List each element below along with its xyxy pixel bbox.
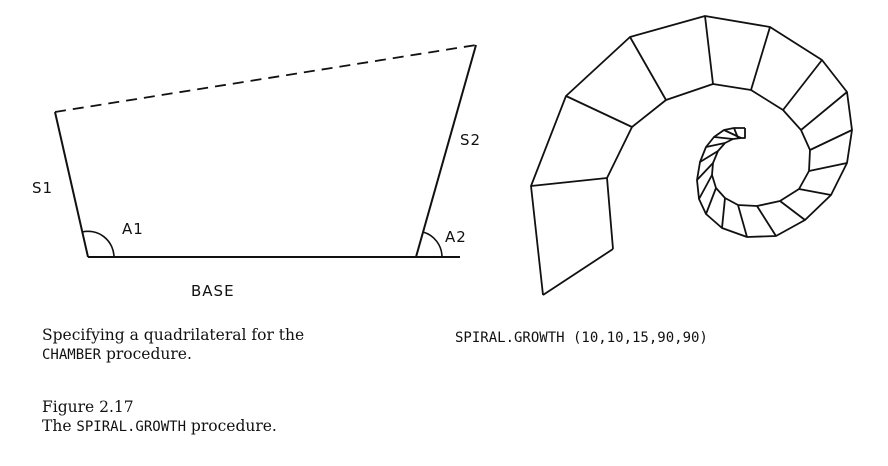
left-caption: Specifying a quadrilateral for the CHAMB… bbox=[42, 326, 402, 365]
left-caption-line1: Specifying a quadrilateral for the bbox=[42, 326, 305, 344]
side-s1-line bbox=[54, 111, 89, 258]
figure-caption: Figure 2.17 The SPIRAL.GROWTH procedure. bbox=[42, 398, 402, 437]
label-s1: S1 bbox=[32, 179, 53, 197]
left-caption-code: CHAMBER bbox=[42, 347, 102, 363]
figure-number: Figure 2.17 bbox=[42, 398, 134, 416]
quadrilateral-diagram: S1 S2 A1 A2 BASE bbox=[32, 44, 481, 300]
spiral-chamber-dividers bbox=[530, 15, 853, 296]
spiral-growth-diagram bbox=[530, 15, 853, 296]
right-caption: SPIRAL.GROWTH (10,10,15,90,90) bbox=[455, 328, 875, 348]
angle-a2-arc bbox=[422, 231, 443, 258]
side-s2-line bbox=[415, 44, 477, 258]
closing-dashed-line bbox=[54, 44, 477, 113]
spiral-outer-edge bbox=[530, 15, 853, 296]
spiral-inner-edge bbox=[606, 83, 811, 250]
figure-title-post: procedure. bbox=[186, 417, 277, 435]
left-caption-rest: procedure. bbox=[101, 345, 192, 363]
label-s2: S2 bbox=[460, 131, 481, 149]
label-a2: A2 bbox=[445, 228, 467, 246]
label-base: BASE bbox=[191, 282, 235, 300]
label-a1: A1 bbox=[122, 220, 144, 238]
figure-title-pre: The bbox=[42, 417, 77, 435]
right-caption-code: SPIRAL.GROWTH (10,10,15,90,90) bbox=[455, 330, 708, 346]
angle-a1-arc bbox=[81, 230, 115, 258]
figure-title-code: SPIRAL.GROWTH bbox=[76, 419, 186, 435]
